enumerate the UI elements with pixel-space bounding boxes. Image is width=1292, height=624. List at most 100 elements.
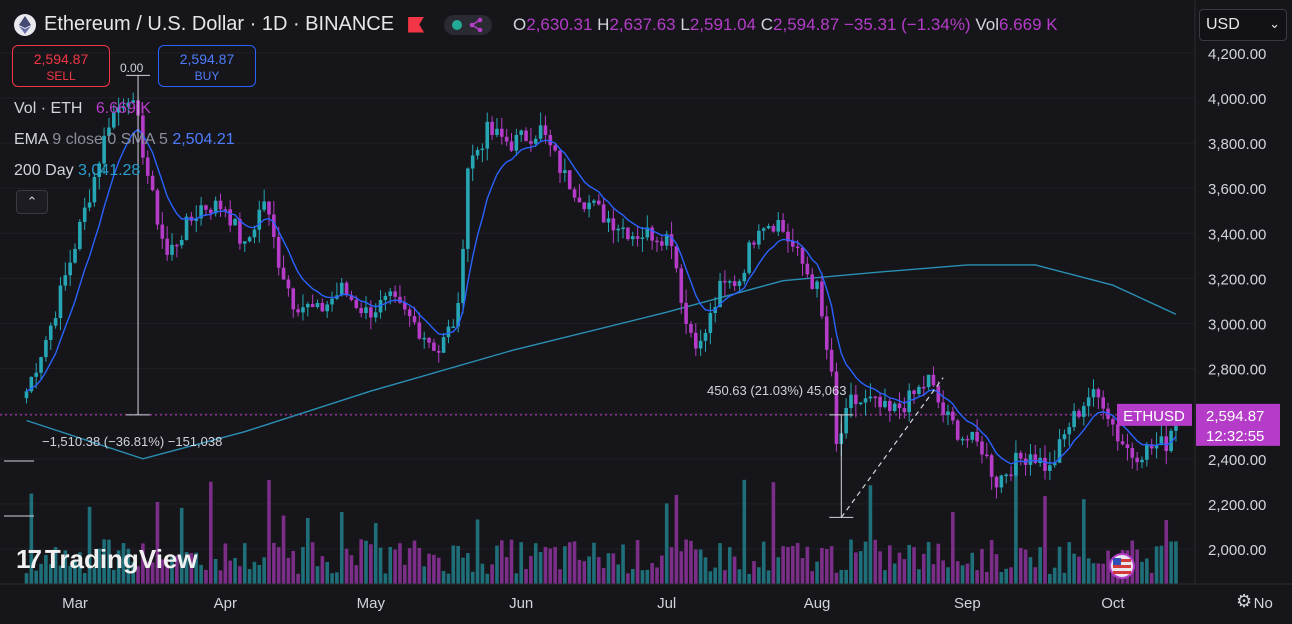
volume-bar: [621, 544, 625, 584]
volume-bar: [335, 572, 339, 584]
volume-bar: [713, 567, 717, 584]
indicator-volume[interactable]: Vol · ETH 6.669 K: [14, 100, 151, 117]
candle-body: [500, 128, 504, 137]
volume-bar: [92, 567, 97, 584]
candle-body: [1159, 436, 1164, 445]
candle-body: [422, 337, 426, 340]
candle-body: [1062, 434, 1067, 440]
candle-body: [175, 244, 179, 247]
volume-bar: [1004, 568, 1008, 584]
candle-body: [252, 229, 257, 238]
volume-bar: [1149, 572, 1154, 584]
candle-body: [296, 309, 300, 313]
volume-bar: [723, 570, 727, 584]
status-pill[interactable]: [444, 14, 493, 35]
candle-body: [68, 262, 72, 276]
candle-body: [485, 121, 490, 149]
volume-bar: [179, 507, 184, 584]
candle-body: [82, 207, 87, 222]
volume-bar: [703, 557, 708, 584]
indicator-ma200[interactable]: 200 Day 3,041.28: [14, 162, 141, 179]
currency-select[interactable]: USD ⌄: [1199, 9, 1287, 41]
candle-body: [1135, 457, 1139, 463]
candle-body: [267, 201, 271, 215]
volume-bar: [296, 573, 300, 584]
volume-bar: [373, 523, 378, 584]
candle-body: [844, 407, 848, 434]
chevron-down-icon: ⌄: [1269, 16, 1280, 31]
candle-body: [533, 138, 538, 144]
volume-bar: [291, 550, 296, 584]
volume-bar: [917, 569, 921, 584]
volume-bar: [170, 557, 174, 584]
candle-body: [781, 219, 785, 232]
ohlc-legend: O2,630.31 H2,637.63 L2,591.04 C2,594.87 …: [513, 15, 1058, 34]
candle-body: [616, 228, 620, 231]
tradingview-mark-icon: 17: [16, 544, 42, 574]
candle-body: [1145, 444, 1149, 460]
candle-body: [650, 227, 654, 241]
candle-body: [548, 135, 553, 146]
volume-bar: [131, 561, 135, 584]
price-tag-bg: [1196, 403, 1280, 446]
ema-polyline: [26, 128, 1177, 465]
candle-body: [301, 307, 305, 313]
volume-bar: [994, 554, 999, 584]
candle-body: [1125, 444, 1130, 449]
candle-body: [630, 236, 635, 240]
x-tick-label: Jun: [509, 595, 533, 612]
buy-button[interactable]: 2,594.87 BUY: [158, 45, 256, 87]
volume-bar: [1052, 567, 1057, 584]
price-tag-countdown: 12:32:55: [1206, 428, 1264, 445]
volume-bar: [732, 556, 737, 584]
candle-body: [97, 163, 102, 177]
volume-bar: [883, 570, 887, 584]
candle-body: [941, 402, 945, 415]
volume-bar: [1009, 567, 1013, 584]
gear-icon[interactable]: ⚙: [1236, 591, 1253, 611]
volume-bar: [325, 562, 329, 584]
volume-bar: [960, 565, 965, 584]
volume-bar: [344, 548, 349, 584]
symbol-tag-label: ETHUSD: [1123, 408, 1185, 425]
candle-body: [858, 402, 863, 405]
volume-bar: [388, 547, 393, 584]
volume-bar: [572, 541, 577, 584]
candle-body: [199, 205, 203, 219]
indicator-ema[interactable]: EMA 9 close 0 SMA 5 2,504.21: [14, 131, 235, 148]
volume-bar: [1101, 563, 1105, 584]
candle-body: [1033, 454, 1038, 463]
sell-button[interactable]: 2,594.87 SELL: [12, 45, 110, 87]
sell-price: 2,594.87: [33, 51, 89, 67]
candle-body: [92, 176, 97, 203]
candle-body: [1014, 452, 1018, 476]
candle-body: [475, 149, 480, 156]
candle-body: [980, 441, 984, 455]
candle-body: [378, 300, 383, 313]
candle-body: [621, 227, 625, 230]
volume-bar: [1145, 558, 1149, 584]
collapse-legend-button[interactable]: ⌃: [16, 190, 48, 214]
volume-bar: [315, 566, 320, 584]
x-tick-label: No: [1254, 595, 1273, 612]
volume-bar: [563, 546, 567, 584]
candle-body: [461, 248, 465, 303]
volume-bar: [630, 568, 635, 584]
volume-bar: [660, 555, 664, 584]
flag-icon[interactable]: [408, 16, 425, 33]
candle-body: [543, 125, 548, 136]
symbol-title[interactable]: Ethereum / U.S. Dollar · 1D · BINANCE: [44, 13, 395, 35]
volume-bar: [897, 552, 902, 584]
candle-body: [504, 136, 509, 142]
candle-body: [1101, 397, 1105, 409]
candle-body: [126, 102, 131, 107]
x-tick-label: Apr: [214, 595, 237, 612]
candle-body: [936, 385, 941, 403]
volume-bar: [849, 539, 853, 584]
volume-bar: [238, 566, 242, 584]
candle-body: [985, 454, 989, 457]
volume-bar: [480, 563, 485, 584]
volume-bar: [223, 543, 228, 584]
volume-bar: [194, 552, 199, 584]
